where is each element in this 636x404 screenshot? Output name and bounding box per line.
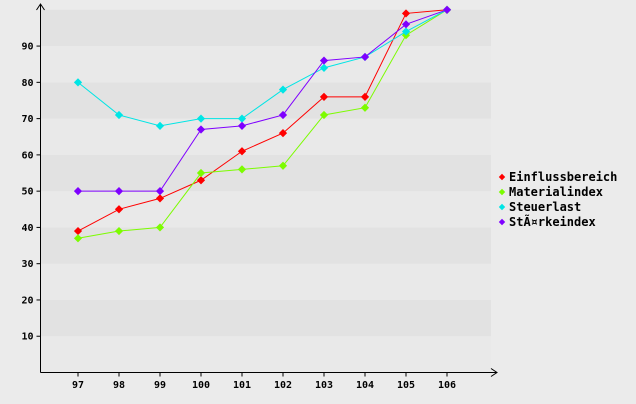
- x-tick-label: 106: [438, 380, 456, 391]
- legend-item: Einflussbereich: [498, 170, 617, 184]
- y-tick-label: 20: [21, 295, 33, 306]
- plot-band: [40, 227, 491, 264]
- data-point-marker: [278, 129, 288, 138]
- data-point-marker: [73, 226, 83, 236]
- x-tick-label: 105: [397, 380, 415, 391]
- series-line: [78, 9, 448, 192]
- data-point-marker: [196, 125, 206, 134]
- legend-marker-icon: [498, 218, 506, 226]
- data-point-marker: [237, 147, 247, 156]
- plot-band: [40, 118, 491, 155]
- data-point-marker: [360, 52, 370, 62]
- data-point-marker: [155, 187, 165, 196]
- x-tick-label: 97: [72, 380, 84, 391]
- x-tick-label: 103: [315, 380, 333, 391]
- axes: [36, 3, 498, 377]
- y-tick-label: 50: [21, 187, 33, 198]
- x-tick-label: 104: [356, 380, 374, 391]
- plot-band: [40, 263, 491, 300]
- data-point-marker: [442, 5, 452, 14]
- x-tick-label: 102: [274, 380, 292, 391]
- data-point-marker: [360, 103, 370, 112]
- x-tick-label: 98: [113, 380, 125, 391]
- data-point-marker: [114, 110, 124, 120]
- data-point-marker: [155, 121, 165, 130]
- data-point-marker: [196, 114, 206, 123]
- data-point-marker: [319, 110, 329, 120]
- plot-band: [40, 191, 491, 228]
- data-point-marker: [73, 78, 83, 87]
- data-point-marker: [278, 161, 288, 170]
- legend-item: StÃ¤rkeindex: [498, 214, 596, 229]
- data-point-marker: [360, 92, 370, 101]
- plot-band: [40, 46, 491, 83]
- y-axis-arrow-icon: [36, 3, 45, 11]
- legend-label: Steuerlast: [509, 200, 581, 214]
- legend-label: StÃ¤rkeindex: [509, 214, 596, 229]
- data-point-marker: [237, 114, 247, 123]
- data-point-marker: [319, 92, 329, 101]
- y-tick-label: 30: [21, 259, 33, 270]
- data-point-marker: [155, 223, 165, 232]
- data-point-marker: [401, 20, 411, 29]
- data-point-marker: [237, 121, 247, 130]
- legend-label: Einflussbereich: [509, 170, 617, 184]
- data-point-marker: [155, 194, 165, 203]
- plot-band: [40, 336, 491, 373]
- plot-band: [40, 154, 491, 192]
- x-axis-ticks: 97 98 99 100 101 102 103 104 105 106: [72, 372, 456, 391]
- series-st-rkeindex: [73, 5, 452, 196]
- data-point-marker: [401, 27, 411, 36]
- data-point-marker: [278, 110, 288, 120]
- data-point-marker: [319, 56, 329, 65]
- x-axis-arrow-icon: [490, 368, 498, 377]
- y-axis-ticks: 10 20 30 40 50 60 70 80 90: [21, 42, 41, 343]
- data-point-marker: [114, 205, 124, 214]
- legend-label: Materialindex: [509, 185, 603, 199]
- data-point-marker: [401, 9, 411, 18]
- plot-band: [40, 9, 491, 47]
- plot-band: [40, 299, 491, 337]
- x-tick-label: 99: [154, 380, 166, 391]
- data-point-marker: [196, 176, 206, 185]
- y-tick-label: 90: [21, 42, 33, 53]
- y-tick-label: 60: [21, 150, 33, 161]
- x-tick-label: 101: [233, 380, 251, 391]
- data-point-marker: [278, 85, 288, 94]
- legend-item: Steuerlast: [498, 200, 581, 214]
- data-point-marker: [114, 187, 124, 196]
- legend: EinflussbereichMaterialindexSteuerlastSt…: [498, 170, 617, 229]
- data-point-marker: [73, 234, 83, 243]
- legend-marker-icon: [498, 188, 506, 196]
- y-tick-label: 10: [21, 332, 33, 343]
- series-line: [77, 9, 448, 127]
- x-tick-label: 100: [192, 380, 210, 391]
- plot-band: [40, 82, 491, 119]
- y-tick-label: 70: [21, 114, 33, 125]
- y-tick-label: 40: [21, 223, 33, 234]
- data-point-marker: [73, 187, 83, 196]
- y-tick-label: 80: [21, 78, 33, 89]
- data-point-marker: [319, 63, 329, 72]
- series-einflussbereich: [73, 5, 452, 236]
- series-steuerlast: [73, 5, 452, 130]
- series-line: [77, 9, 448, 239]
- data-point-marker: [196, 168, 206, 178]
- legend-marker-icon: [498, 173, 506, 181]
- legend-item: Materialindex: [498, 185, 603, 199]
- data-point-marker: [237, 165, 247, 174]
- legend-marker-icon: [498, 203, 506, 211]
- data-point-marker: [114, 226, 124, 236]
- series-line: [77, 9, 448, 232]
